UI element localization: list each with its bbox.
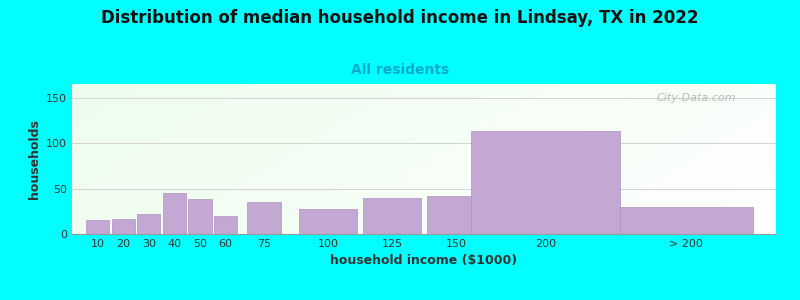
Text: City-Data.com: City-Data.com — [656, 93, 736, 103]
X-axis label: household income ($1000): household income ($1000) — [330, 254, 518, 267]
Bar — [620, 207, 753, 234]
Text: Distribution of median household income in Lindsay, TX in 2022: Distribution of median household income … — [102, 9, 698, 27]
Bar — [471, 131, 620, 234]
Bar — [362, 198, 422, 234]
Bar — [189, 200, 211, 234]
Bar — [163, 193, 186, 234]
Y-axis label: households: households — [27, 119, 41, 199]
Bar — [298, 209, 358, 234]
Bar — [138, 214, 160, 234]
Text: All residents: All residents — [351, 63, 449, 77]
Bar — [86, 220, 109, 234]
Bar — [112, 218, 134, 234]
Bar — [247, 202, 281, 234]
Bar — [214, 216, 237, 234]
Bar — [426, 196, 486, 234]
